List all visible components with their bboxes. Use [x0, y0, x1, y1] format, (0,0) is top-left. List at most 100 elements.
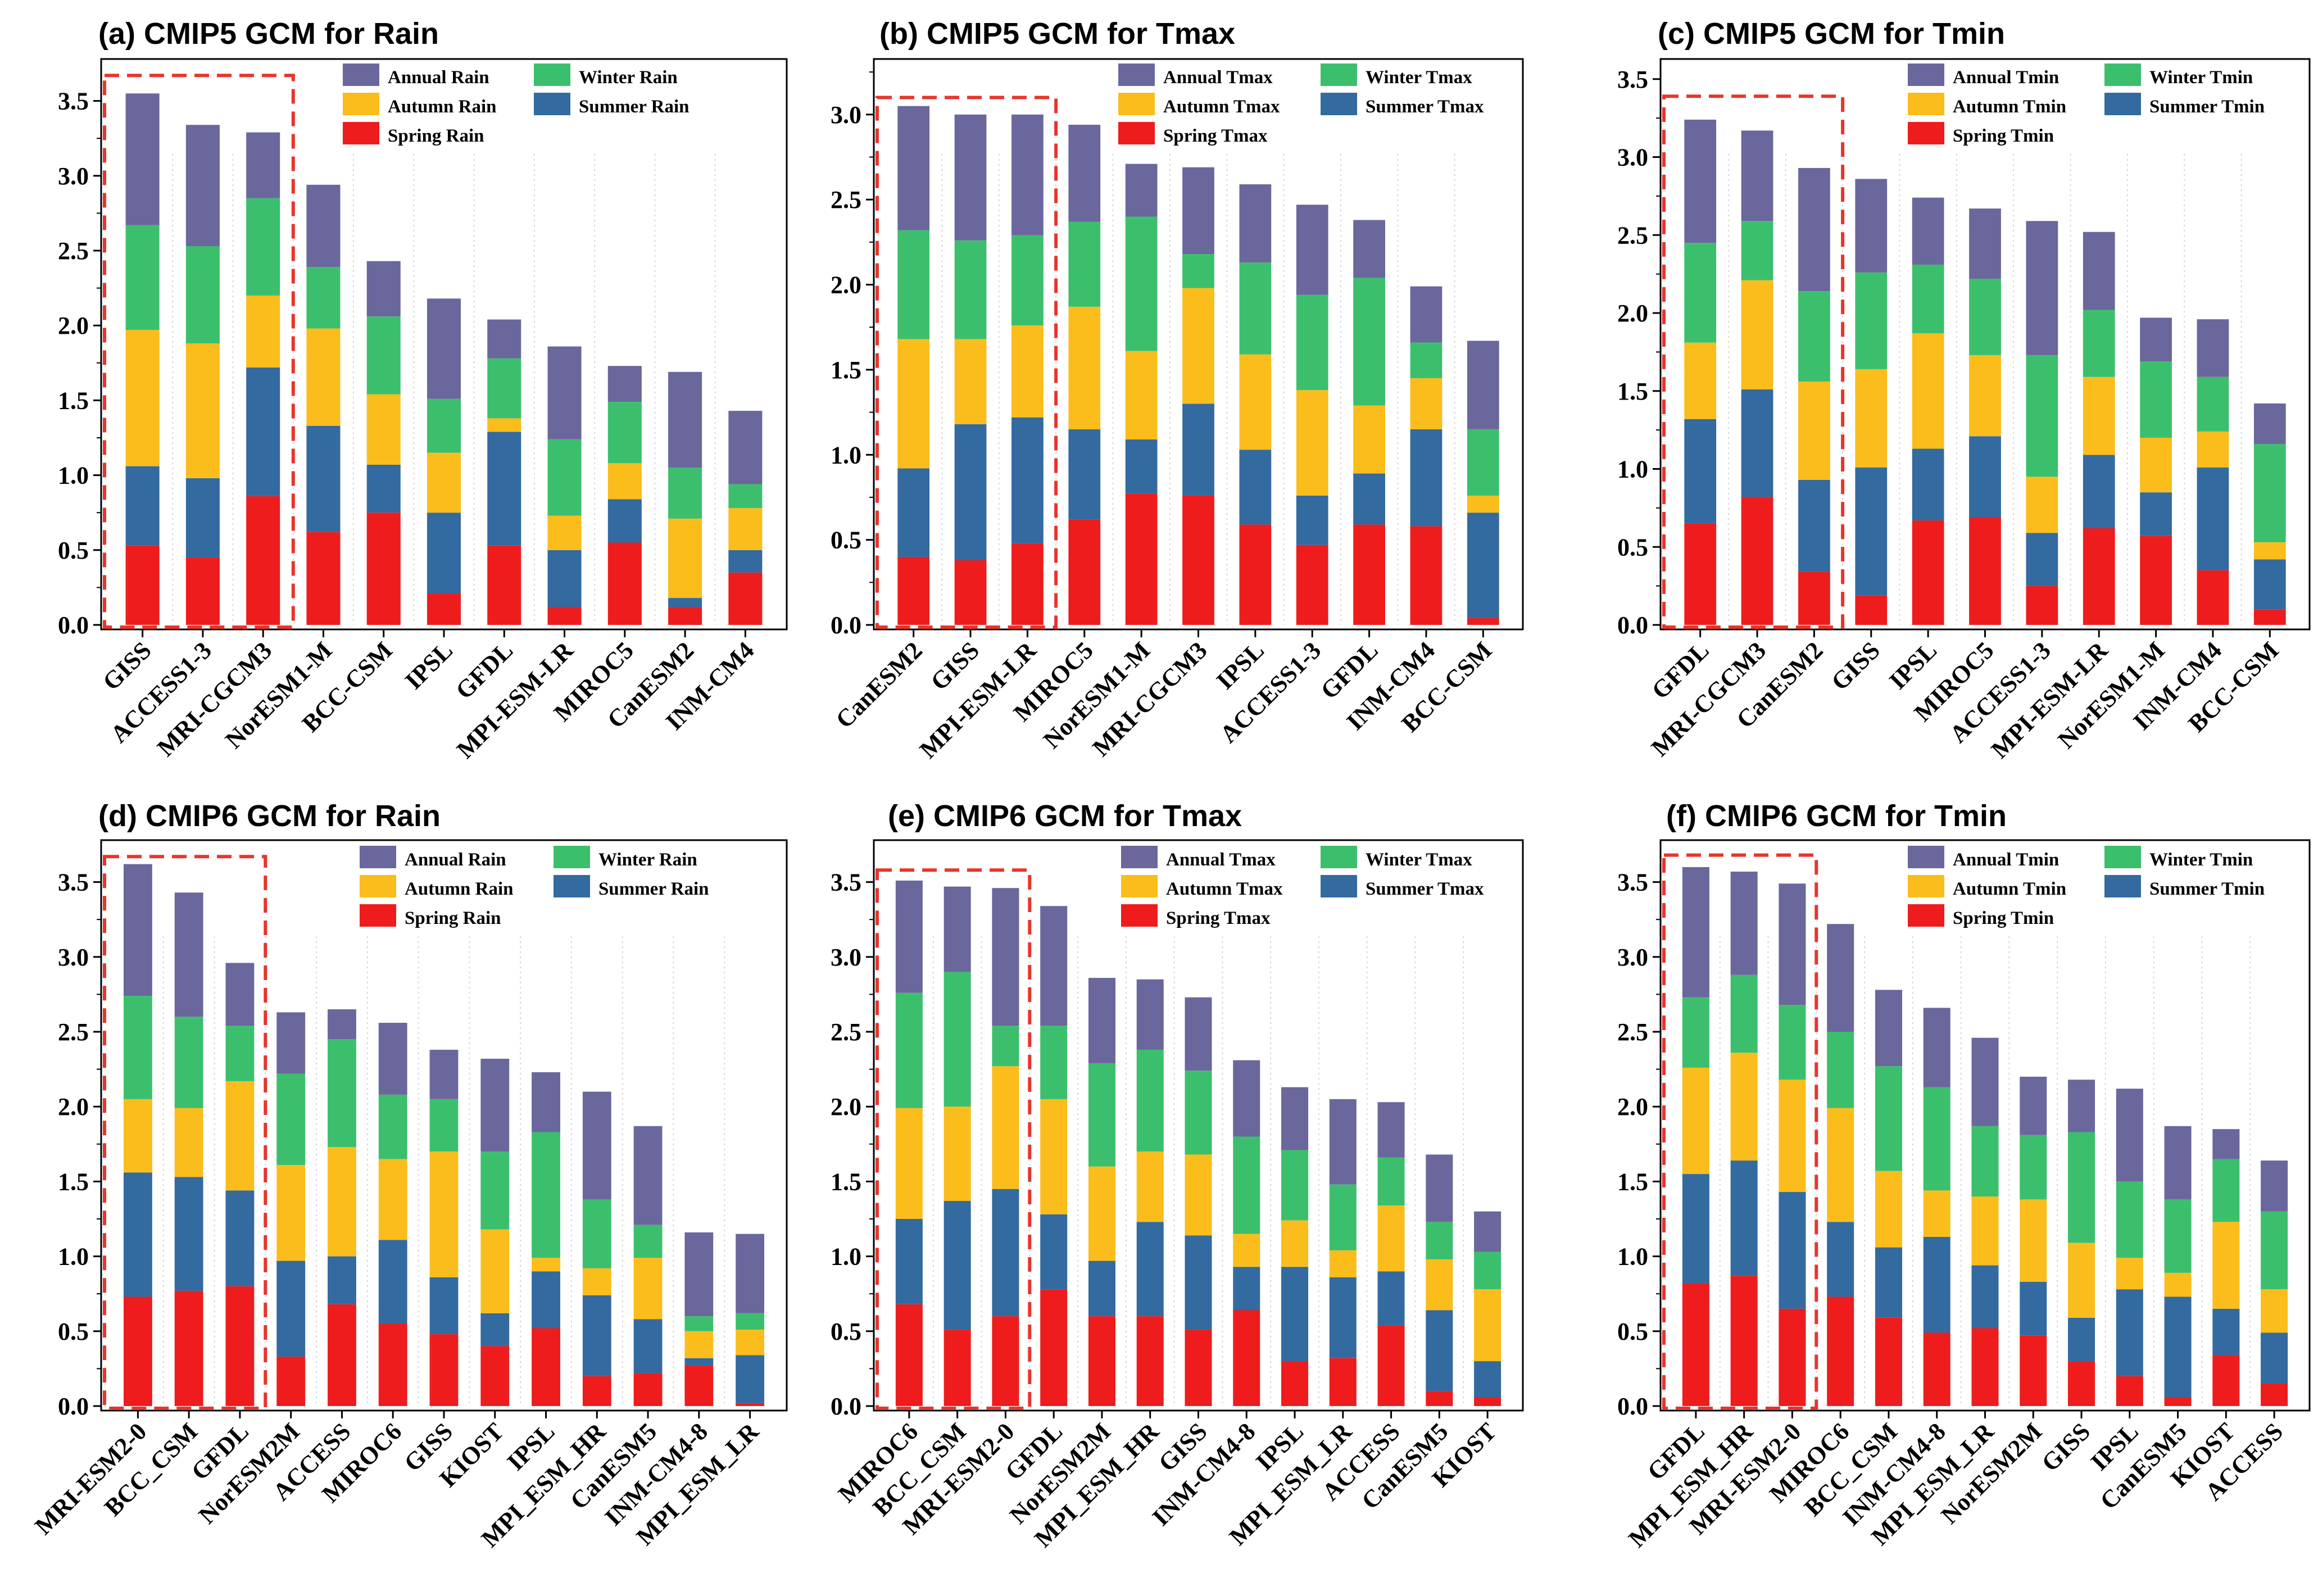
bar-segment — [2020, 1281, 2047, 1336]
legend-label-annual: Annual Rain — [405, 850, 506, 870]
bar-segment — [954, 240, 987, 339]
bar-segment — [1233, 1136, 1260, 1234]
bar-segment — [1684, 419, 1717, 524]
bar-segment — [480, 1313, 510, 1346]
bar-segment — [1377, 1205, 1405, 1272]
bar-segment — [480, 1058, 510, 1152]
bar-segment — [1741, 497, 1773, 625]
bar-segment — [1912, 197, 1944, 265]
bar-segment — [684, 1232, 714, 1317]
bar-segment — [1741, 221, 1773, 280]
bar-segment — [2083, 455, 2115, 528]
bar-segment — [225, 1081, 255, 1191]
bar-segment — [728, 550, 763, 573]
bar-segment — [487, 358, 521, 419]
bar-segment — [1281, 1220, 1309, 1267]
bar-segment — [992, 1066, 1019, 1189]
bar-segment — [1827, 1032, 1854, 1108]
legend-label-spring: Spring Tmax — [1166, 908, 1271, 928]
bar-segment — [736, 1355, 765, 1403]
bar-segment — [2212, 1308, 2240, 1355]
y-tick-label: 0.5 — [58, 537, 89, 564]
bar-segment — [427, 452, 461, 513]
bar-segment — [684, 1366, 714, 1406]
bar-segment — [2068, 1361, 2095, 1406]
bar-segment — [2253, 609, 2286, 625]
bar-segment — [1040, 1099, 1068, 1215]
bar-segment — [736, 1234, 765, 1313]
bar-segment — [547, 515, 582, 550]
bar-segment — [1239, 450, 1272, 525]
bar-segment — [1233, 1234, 1260, 1267]
bar-segment — [378, 1240, 407, 1324]
bar-segment — [1068, 306, 1101, 429]
bar-segment — [1296, 294, 1328, 391]
bar-segment — [633, 1319, 663, 1373]
bar-segment — [1377, 1157, 1405, 1206]
bar-segment — [992, 1316, 1019, 1406]
bar-segment — [2116, 1289, 2143, 1376]
bar-segment — [1730, 1053, 1758, 1161]
highlight-box — [876, 868, 1032, 1410]
bar-segment — [897, 468, 930, 557]
bar-segment — [954, 560, 987, 625]
bar-segment — [1969, 517, 2001, 625]
bar-segment — [1068, 429, 1101, 520]
bar-segment — [2026, 533, 2058, 586]
x-axis: CanESM2GISSMPI-ESM-LRMIROC5NorESM1-MMRI-… — [831, 629, 1497, 764]
bar-segment — [1011, 114, 1044, 235]
bar-segment — [895, 992, 923, 1108]
bar-segment — [633, 1258, 663, 1320]
bar-segment — [2140, 361, 2172, 438]
bar-segment — [2253, 444, 2286, 542]
bar-segment — [1011, 543, 1044, 625]
legend-swatch-autumn — [1118, 93, 1155, 115]
highlight-box — [1662, 853, 1818, 1410]
y-tick-label: 3.5 — [831, 869, 861, 896]
bar-segment — [123, 996, 152, 1099]
bar-segment — [954, 339, 987, 424]
bar-segment — [1798, 382, 1830, 480]
legend-swatch-annual — [343, 64, 379, 86]
bar-segment — [2253, 542, 2286, 560]
bar-segment — [633, 1225, 663, 1258]
bar-segment — [1798, 167, 1830, 292]
bar-segment — [1040, 1026, 1068, 1099]
legend: Annual Tmax Winter Tmax Autumn Tmax Summ… — [1118, 64, 1484, 146]
bar-segment — [427, 298, 461, 399]
bar-segment — [2068, 1317, 2095, 1362]
bar-segment — [174, 892, 203, 1017]
bar-segment — [1474, 1252, 1502, 1290]
bar-segment — [246, 367, 280, 496]
bar-segment — [582, 1268, 611, 1295]
legend-swatch-summer — [534, 93, 570, 115]
bar-segment — [2164, 1126, 2192, 1200]
bar-segment — [225, 1286, 255, 1406]
bar-segment — [378, 1159, 407, 1240]
bar-segment — [487, 545, 521, 625]
bar-segment — [1185, 997, 1212, 1071]
legend: Annual Rain Winter Rain Autumn Rain Summ… — [360, 846, 709, 928]
panel-a: (a) CMIP5 GCM for Rain 0.0 0.5 1.0 1.5 2.0 2.… — [58, 17, 788, 764]
bar-segment — [1426, 1154, 1453, 1222]
bar-segment — [1969, 278, 2001, 355]
bar-segment — [897, 106, 930, 230]
bar-segment — [943, 1330, 971, 1406]
legend-label-spring: Spring Tmin — [1953, 126, 2054, 146]
panel-b: (b) CMIP5 GCM for Tmax 0.0 0.5 1.0 1.5 2.0 2.… — [831, 17, 1524, 764]
bar-segment — [185, 343, 220, 478]
legend-label-autumn: Autumn Tmax — [1163, 97, 1280, 117]
legend-swatch-winter — [554, 846, 590, 868]
bar-segment — [1088, 978, 1115, 1063]
bar-segment — [895, 1304, 923, 1406]
legend-swatch-spring — [1908, 904, 1944, 927]
bar-segment — [736, 1330, 765, 1355]
bar-segment — [1730, 1276, 1758, 1406]
panel-f: (f) CMIP6 GCM for Tmin 0.0 0.5 1.0 1.5 2.0 2.… — [1617, 799, 2311, 1553]
y-tick-label: 1.5 — [831, 1168, 861, 1195]
bar-segment — [276, 1357, 306, 1406]
bar-segment — [2026, 586, 2058, 625]
bar-segment — [2140, 536, 2172, 625]
legend-swatch-annual — [1908, 846, 1944, 868]
